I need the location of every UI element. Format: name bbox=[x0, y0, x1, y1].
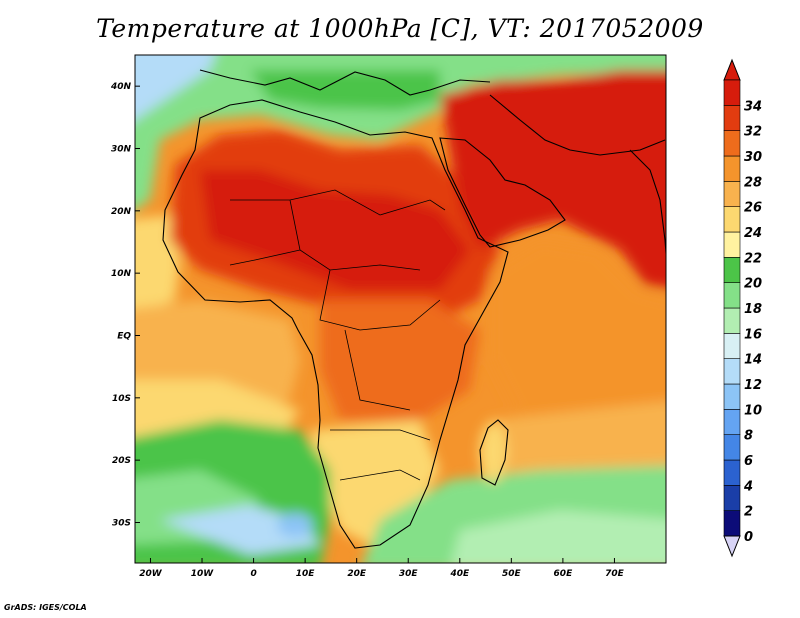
x-tick-label: 0 bbox=[250, 569, 256, 579]
x-tick-label: 30E bbox=[399, 569, 419, 579]
page-title: Temperature at 1000hPa [C], VT: 20170520… bbox=[96, 14, 704, 43]
y-tick-label: 20N bbox=[111, 207, 132, 217]
colorbar-swatch bbox=[723, 130, 741, 157]
colorbar-label: 32 bbox=[744, 125, 762, 140]
colorbar-over-arrow bbox=[723, 58, 741, 81]
arabian-sea-zone bbox=[490, 240, 666, 420]
colorbar-swatch bbox=[723, 307, 741, 334]
africa-coastline bbox=[162, 99, 509, 549]
colorbar-swatch bbox=[723, 434, 741, 461]
colorbar-swatch bbox=[723, 510, 741, 537]
y-tick-label: 40N bbox=[110, 82, 132, 92]
x-tick-label: 20W bbox=[139, 569, 163, 579]
colorbar-label: 28 bbox=[744, 175, 762, 190]
colorbar-label: 22 bbox=[744, 251, 762, 266]
x-tick-label: 40E bbox=[449, 569, 470, 579]
colorbar-label: 12 bbox=[744, 378, 762, 393]
arabia-coastline bbox=[439, 137, 566, 248]
colorbar-swatch bbox=[723, 155, 741, 182]
y-tick-label: 30N bbox=[111, 144, 132, 154]
colorbar-label: 18 bbox=[744, 302, 762, 317]
colorbar-swatch bbox=[723, 79, 741, 106]
colorbar-label: 10 bbox=[744, 403, 762, 418]
internal-borders bbox=[229, 189, 446, 481]
madagascar-coastline bbox=[479, 419, 509, 486]
colorbar-swatch bbox=[723, 409, 741, 435]
colorbar-label: 4 bbox=[743, 479, 753, 494]
x-tick-label: 10E bbox=[296, 569, 316, 579]
colorbar-swatch bbox=[723, 485, 741, 511]
colorbar-label: 2 bbox=[744, 505, 753, 520]
colorbar-label: 34 bbox=[744, 99, 762, 114]
colorbar-swatch bbox=[723, 358, 741, 385]
x-tick-label: 70E bbox=[605, 569, 625, 579]
colorbar-swatch bbox=[723, 206, 741, 233]
x-tick-label: 60E bbox=[554, 569, 574, 579]
colorbar-swatch bbox=[723, 333, 741, 359]
colorbar-label: 16 bbox=[744, 327, 762, 342]
y-tick-label: 20S bbox=[112, 456, 131, 466]
y-tick-label: 10S bbox=[112, 394, 131, 404]
india-coastline bbox=[629, 149, 666, 261]
credit-text: GrADS: IGES/COLA bbox=[4, 603, 87, 612]
atlantic-cool-zone bbox=[135, 55, 215, 120]
arabia-hot-zone bbox=[440, 70, 666, 288]
colorbar-swatch bbox=[723, 257, 741, 283]
colorbar-label: 20 bbox=[744, 277, 762, 292]
colorbar-swatch bbox=[723, 459, 741, 486]
persian-gulf-coastline bbox=[489, 94, 666, 156]
colorbar-label: 14 bbox=[744, 353, 762, 368]
y-tick-label: 10N bbox=[111, 269, 132, 279]
indian-ocean-zone bbox=[490, 401, 666, 480]
colorbar-label: 24 bbox=[744, 226, 762, 241]
colorbar-swatch bbox=[723, 181, 741, 207]
temperature-field bbox=[135, 55, 666, 563]
south-indian-pale-zone bbox=[451, 510, 666, 563]
y-tick-label: 30S bbox=[112, 518, 131, 528]
atlantic-warm-west-zone bbox=[135, 215, 180, 310]
x-tick-label: 20E bbox=[347, 569, 367, 579]
colorbar-label: 6 bbox=[744, 454, 753, 469]
mediterranean-sea-zone bbox=[250, 70, 440, 110]
colorbar-under-arrow bbox=[723, 535, 741, 558]
colorbar-label: 0 bbox=[744, 530, 753, 545]
colorbar-label: 26 bbox=[744, 201, 762, 216]
colorbar-label: 30 bbox=[744, 150, 762, 165]
agulhas-cool-spot bbox=[277, 513, 313, 537]
map-frame bbox=[134, 54, 667, 564]
colorbar-swatch bbox=[723, 383, 741, 410]
colorbar-swatch bbox=[723, 231, 741, 258]
x-tick-label: 50E bbox=[502, 569, 522, 579]
colorbar-label: 8 bbox=[744, 429, 753, 444]
coastlines bbox=[162, 69, 666, 549]
y-axis: 40N 30N 20N 10N EQ 10S 20S 30S bbox=[110, 82, 140, 528]
colorbar-swatch bbox=[723, 105, 741, 131]
madagascar-warm-spot bbox=[479, 422, 507, 482]
europe-coastline bbox=[199, 69, 491, 96]
x-axis: 20W 10W 0 10E 20E 30E 40E 50E 60E 70E bbox=[139, 558, 625, 579]
y-tick-label: EQ bbox=[117, 331, 131, 341]
south-atlantic-blue-zone bbox=[160, 505, 320, 555]
colorbar-swatch bbox=[723, 282, 741, 309]
x-tick-label: 10W bbox=[191, 569, 215, 579]
